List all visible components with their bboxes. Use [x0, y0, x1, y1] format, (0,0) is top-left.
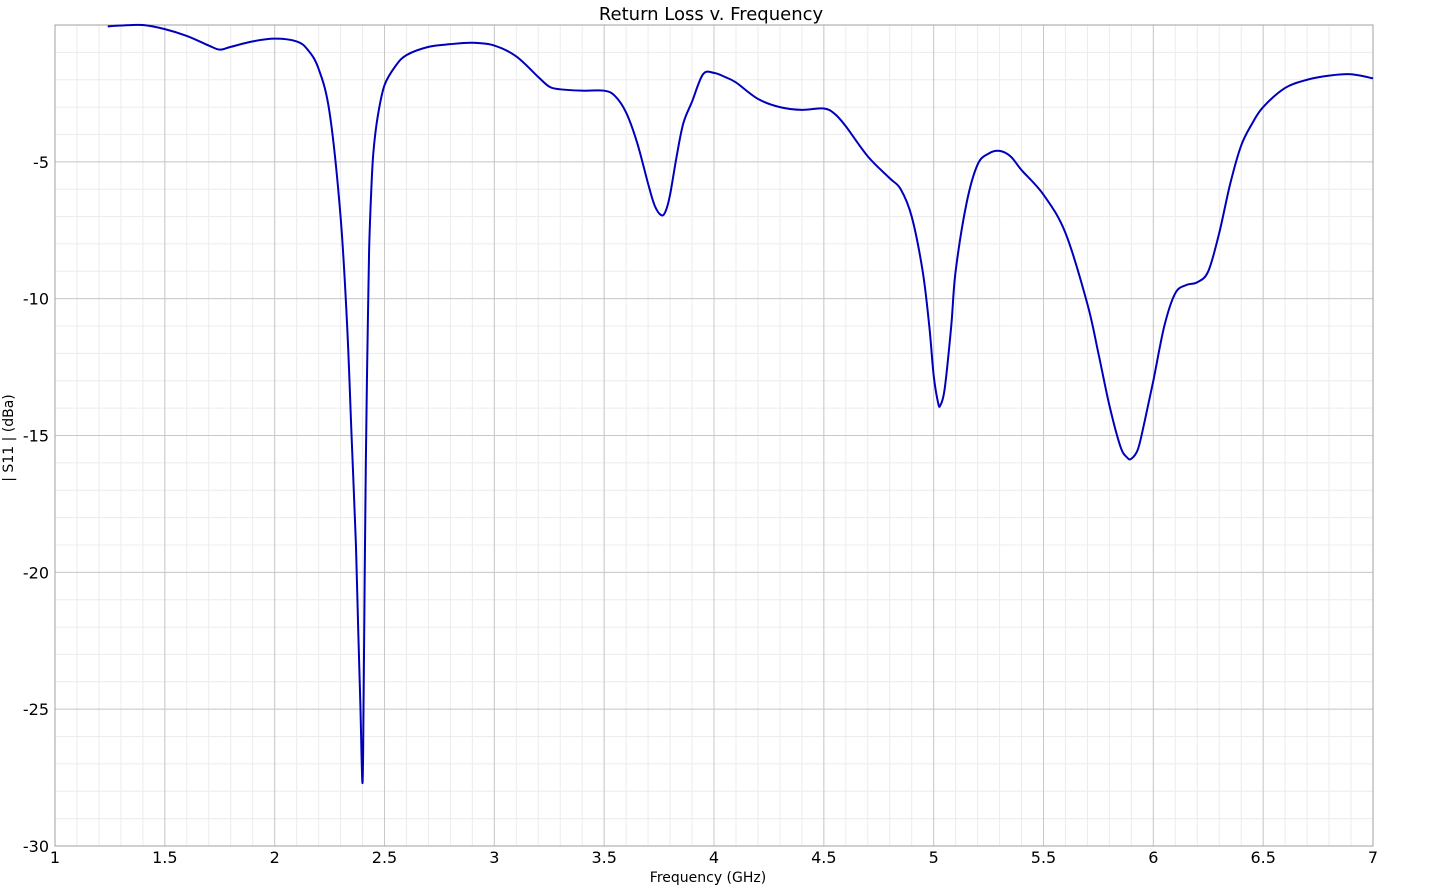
x-tick-label: 5.5 [1031, 848, 1056, 867]
y-tick-label: -10 [23, 290, 49, 309]
x-tick-label: 1 [50, 848, 60, 867]
x-tick-label: 3.5 [591, 848, 616, 867]
y-tick-labels: -5 -10 -15 -20 -25 -30 [23, 153, 49, 856]
x-tick-labels: 1 1.5 2 2.5 3 3.5 4 4.5 5 5.5 6 6.5 7 [50, 848, 1378, 867]
y-tick-label: -25 [23, 700, 49, 719]
x-tick-label: 1.5 [152, 848, 177, 867]
chart-title: Return Loss v. Frequency [599, 4, 824, 25]
x-axis-title: Frequency (GHz) [650, 870, 766, 886]
x-tick-label: 2 [270, 848, 280, 867]
x-tick-label: 2.5 [372, 848, 397, 867]
series-layer [107, 23, 1374, 785]
x-tick-label: 5 [929, 848, 939, 867]
x-tick-label: 6 [1148, 848, 1158, 867]
x-tick-label: 4.5 [811, 848, 836, 867]
major-grid [54, 25, 1374, 847]
x-tick-label: 4 [709, 848, 719, 867]
series-line [107, 23, 1374, 785]
x-tick-label: 7 [1368, 848, 1378, 867]
x-tick-label: 3 [489, 848, 499, 867]
y-tick-label: -5 [33, 153, 49, 172]
plot-frame [54, 24, 1374, 847]
y-tick-label: -15 [23, 427, 49, 446]
y-axis-title: | S11 | (dBa) [1, 394, 17, 481]
y-tick-label: -20 [23, 563, 49, 582]
y-tick-label: -30 [23, 837, 49, 856]
x-tick-label: 6.5 [1250, 848, 1275, 867]
